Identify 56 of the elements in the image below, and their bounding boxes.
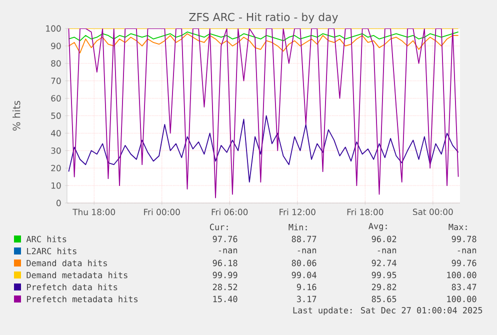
x-tick-label: Sat 00:00 xyxy=(412,208,453,216)
text: 85.65 xyxy=(372,296,396,302)
y-tick-label: 60 xyxy=(51,95,61,102)
text: 15.40 xyxy=(213,296,238,302)
text: 97.76 xyxy=(212,236,238,242)
text: Min: xyxy=(288,224,307,230)
y-tick-label: 100 xyxy=(46,25,61,32)
y-tick-label: 0 xyxy=(56,200,61,206)
text: 96.18 xyxy=(212,260,238,266)
x-tick-label: Thu 18:00 xyxy=(72,208,116,216)
text: 3.17 xyxy=(296,296,316,302)
line-series xyxy=(68,115,459,183)
text: 99.78 xyxy=(452,236,476,242)
legend-label: ARC hits xyxy=(26,236,66,242)
text: 99.76 xyxy=(452,260,476,266)
chart-title: ZFS ARC - Hit ratio - by day xyxy=(189,12,338,24)
y-axis-title: % hits xyxy=(12,100,20,131)
text: -nan xyxy=(458,248,476,254)
legend-label: Prefetch data hits xyxy=(27,284,118,290)
x-tick-label: Fri 00:00 xyxy=(144,208,180,216)
text: -nan xyxy=(218,248,238,254)
text: 9.16 xyxy=(296,284,316,290)
y-tick-label: 40 xyxy=(50,130,61,136)
y-tick-label: 80 xyxy=(51,60,61,67)
legend-label: Demand data hits xyxy=(26,260,107,266)
text: 92.74 xyxy=(372,260,396,266)
text: 83.47 xyxy=(452,284,476,290)
text: 96.02 xyxy=(372,236,396,242)
text: 99.95 xyxy=(372,272,396,278)
y-tick-label: 50 xyxy=(51,112,61,119)
text: 88.77 xyxy=(292,236,316,242)
y-tick-label: 90 xyxy=(51,42,61,50)
line-series xyxy=(68,33,459,54)
text: Max: xyxy=(448,224,467,230)
legend-label: L2ARC hits xyxy=(27,248,76,254)
x-tick-label: Fri 06:00 xyxy=(212,208,248,216)
text: 100.00 xyxy=(447,272,476,278)
y-tick-label: 30 xyxy=(51,147,61,154)
text: -nan xyxy=(298,248,316,254)
text: -nan xyxy=(378,248,396,254)
x-tick-label: Fri 18:00 xyxy=(347,208,384,216)
text: 80.06 xyxy=(292,260,316,266)
text: 99.04 xyxy=(292,272,316,278)
y-tick-label: 70 xyxy=(51,78,61,84)
legend-label: Prefetch metadata hits xyxy=(27,296,138,302)
legend-label: Demand metadata hits xyxy=(26,272,128,278)
text: Avg: xyxy=(368,223,387,231)
x-tick-label: Fri 12:00 xyxy=(280,208,316,216)
text: Last update: Sat Dec 27 01:00:04 2025 xyxy=(293,306,482,316)
y-tick-label: 20 xyxy=(51,164,61,172)
text: 100.00 xyxy=(447,296,476,302)
text: 99.99 xyxy=(212,272,238,278)
text: Cur: xyxy=(210,224,228,230)
text: 29.82 xyxy=(372,284,396,290)
y-tick-label: 10 xyxy=(52,182,61,189)
text: 28.52 xyxy=(212,284,238,290)
